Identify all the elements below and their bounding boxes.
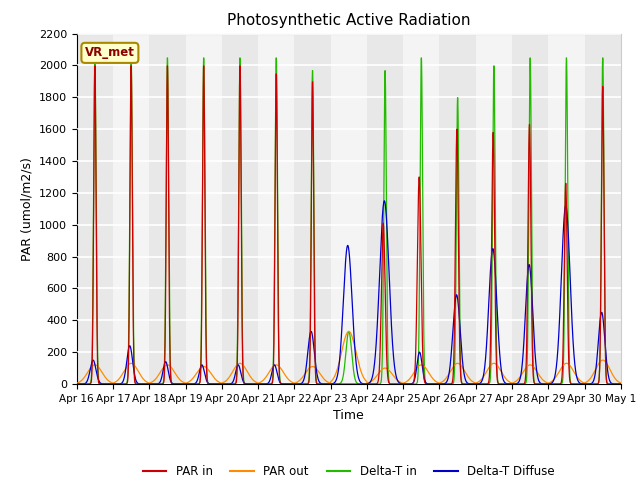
Title: Photosynthetic Active Radiation: Photosynthetic Active Radiation [227,13,470,28]
Legend: PAR in, PAR out, Delta-T in, Delta-T Diffuse: PAR in, PAR out, Delta-T in, Delta-T Dif… [138,461,560,480]
X-axis label: Time: Time [333,409,364,422]
Bar [113,34,149,384]
Bar [512,34,548,384]
Bar [186,34,222,384]
Bar [403,34,440,384]
Y-axis label: PAR (umol/m2/s): PAR (umol/m2/s) [20,157,33,261]
Bar [367,34,403,384]
Bar [258,34,294,384]
Bar [331,34,367,384]
Bar [548,34,584,384]
Bar [440,34,476,384]
Bar [149,34,186,384]
Text: VR_met: VR_met [85,47,135,60]
Bar [476,34,512,384]
Bar [294,34,331,384]
Bar [77,34,113,384]
Bar [584,34,621,384]
Bar [222,34,258,384]
